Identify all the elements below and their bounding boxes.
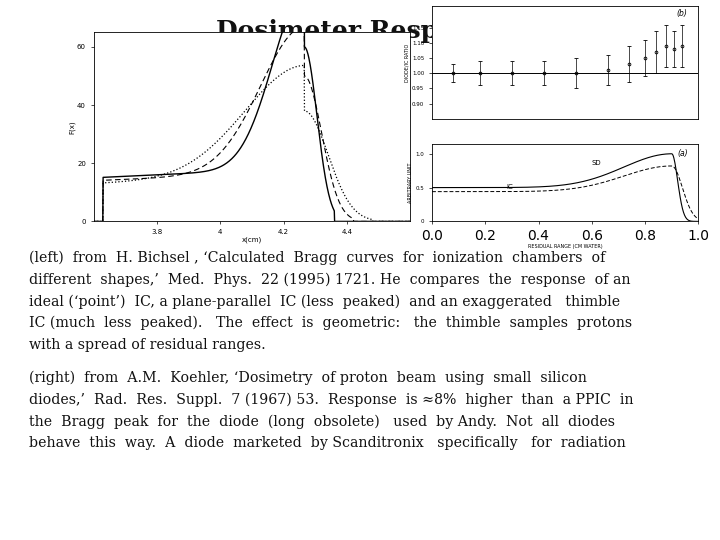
X-axis label: x(cm): x(cm) bbox=[242, 237, 262, 243]
Text: IC: IC bbox=[507, 184, 513, 190]
Y-axis label: DIODE/IC RATIO: DIODE/IC RATIO bbox=[405, 44, 410, 82]
Text: IC (much  less  peaked).   The  effect  is  geometric:   the  thimble  samples  : IC (much less peaked). The effect is geo… bbox=[29, 316, 632, 330]
Text: different  shapes,’  Med.  Phys.  22 (1995) 1721. He  compares  the  response  o: different shapes,’ Med. Phys. 22 (1995) … bbox=[29, 273, 630, 287]
X-axis label: RESIDUAL RANGE (CM WATER): RESIDUAL RANGE (CM WATER) bbox=[528, 245, 603, 249]
Text: diodes,’  Rad.  Res.  Suppl.  7 (1967) 53.  Response  is ≈8%  higher  than  a PP: diodes,’ Rad. Res. Suppl. 7 (1967) 53. R… bbox=[29, 393, 634, 407]
Y-axis label: ARBITRARY UNIT: ARBITRARY UNIT bbox=[408, 162, 413, 202]
Text: with a spread of residual ranges.: with a spread of residual ranges. bbox=[29, 338, 266, 352]
Text: (left)  from  H. Bichsel , ‘Calculated  Bragg  curves  for  ionization  chambers: (left) from H. Bichsel , ‘Calculated Bra… bbox=[29, 251, 606, 266]
Text: (right)  from  A.M.  Koehler, ‘Dosimetry  of proton  beam  using  small  silicon: (right) from A.M. Koehler, ‘Dosimetry of… bbox=[29, 371, 587, 386]
Text: (a): (a) bbox=[677, 148, 688, 158]
Y-axis label: F(x): F(x) bbox=[69, 120, 76, 134]
Text: behave  this  way.  A  diode  marketed  by Scanditronix   specifically   for  ra: behave this way. A diode marketed by Sca… bbox=[29, 436, 626, 450]
Text: SD: SD bbox=[592, 160, 601, 166]
Text: the  Bragg  peak  for  the  diode  (long  obsolete)   used  by Andy.  Not  all  : the Bragg peak for the diode (long obsol… bbox=[29, 414, 615, 429]
Text: Dosimeter Response: Dosimeter Response bbox=[217, 19, 503, 43]
Text: (b): (b) bbox=[677, 9, 688, 18]
Text: ideal (‘point’)  IC, a plane-parallel  IC (less  peaked)  and an exaggerated   t: ideal (‘point’) IC, a plane-parallel IC … bbox=[29, 294, 620, 309]
